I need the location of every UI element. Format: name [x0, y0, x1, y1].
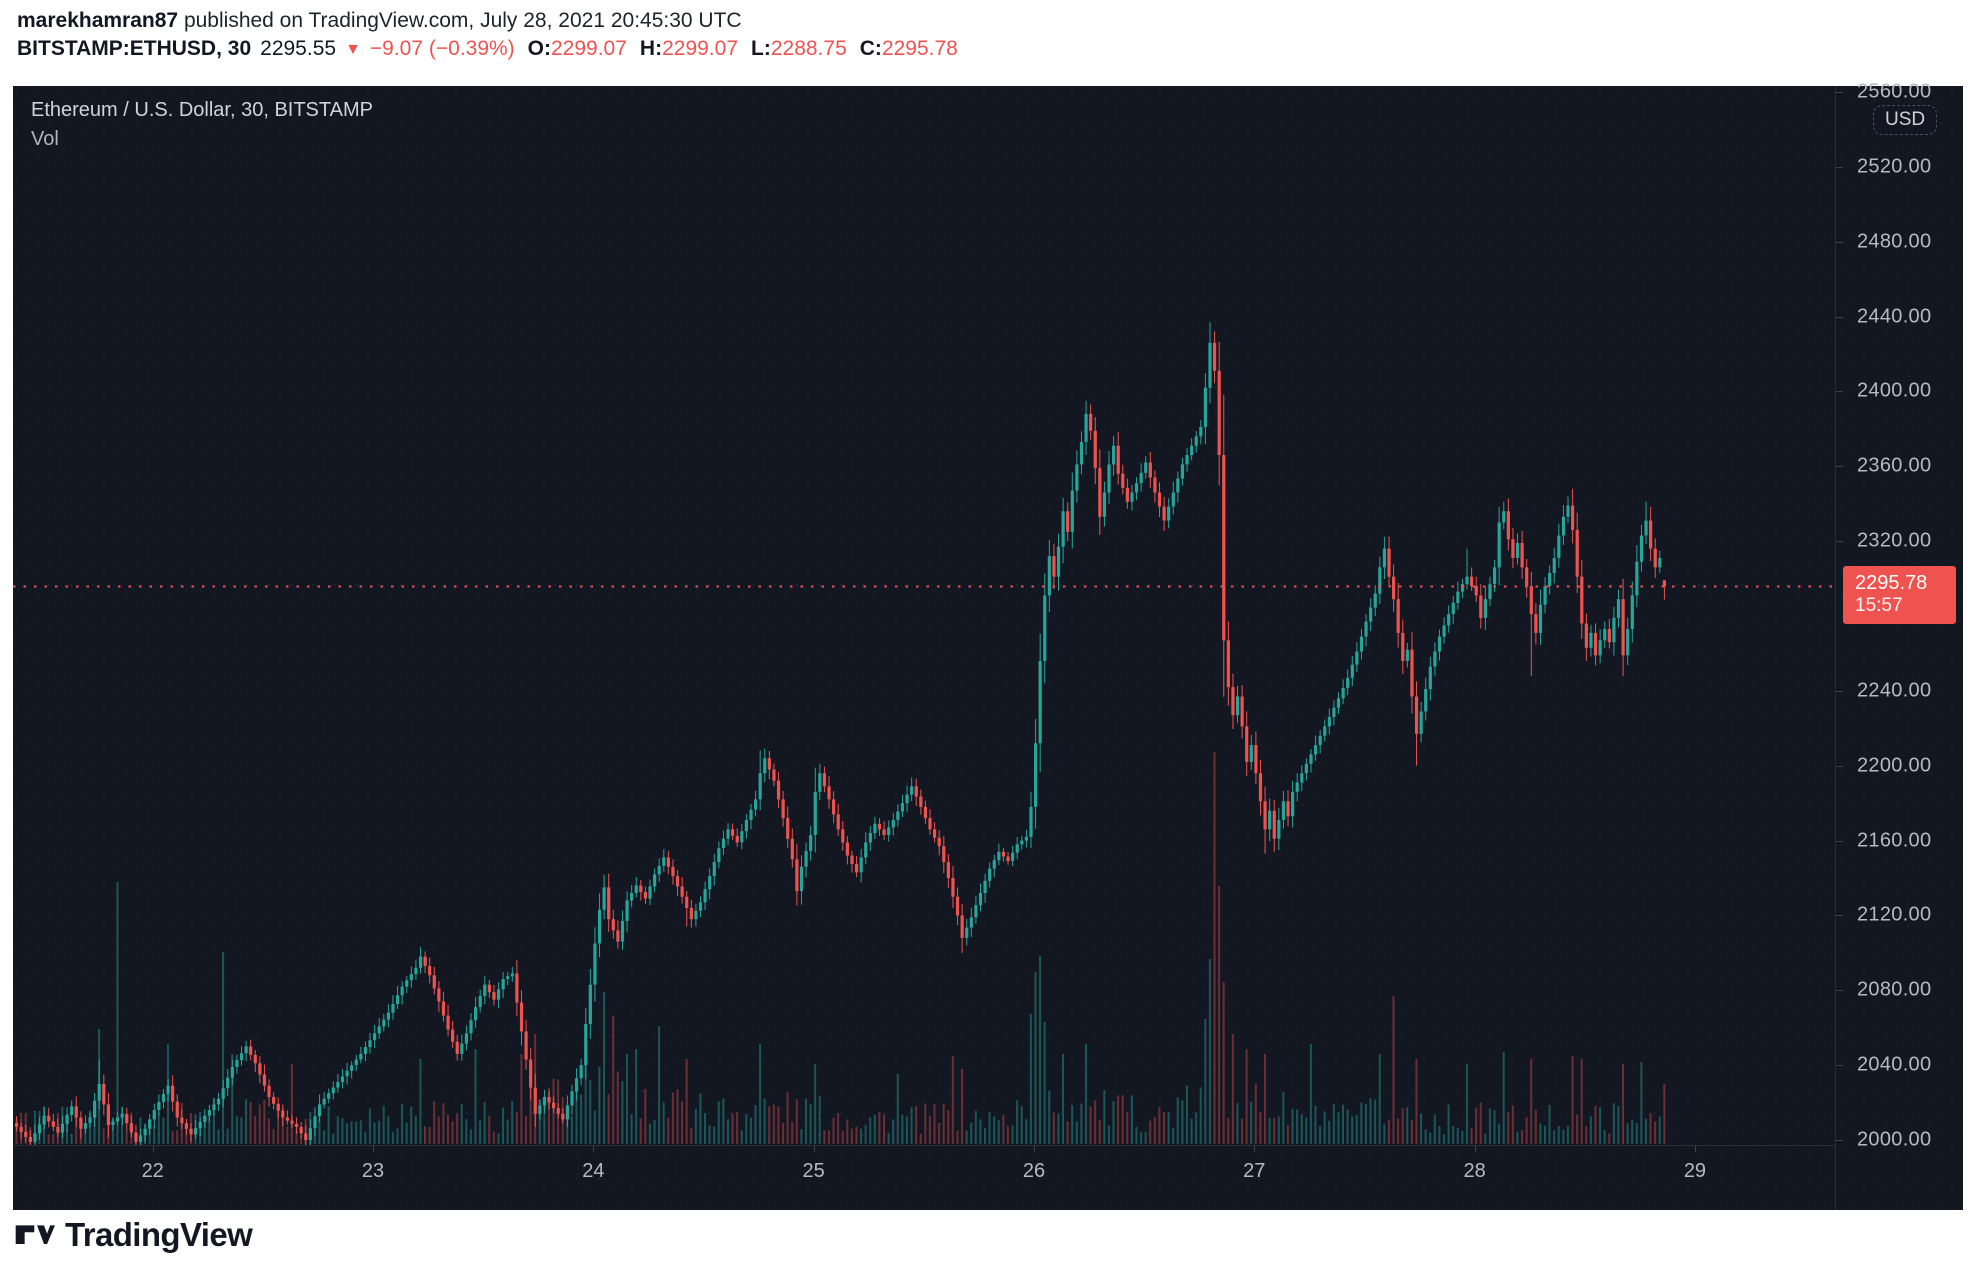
last-price-badge: 2295.78 15:57	[1843, 566, 1956, 625]
price-axis-label: 2320.00	[1857, 529, 1932, 552]
price-axis-label: 2400.00	[1857, 379, 1932, 402]
price-axis-tick	[1836, 391, 1843, 393]
price-plot[interactable]	[13, 86, 1835, 1145]
candlestick-canvas[interactable]	[13, 86, 1835, 1145]
price-axis-tick	[1836, 241, 1843, 243]
quote-line: BITSTAMP:ETHUSD, 30 2295.55 ▼ −9.07 (−0.…	[17, 35, 958, 63]
price-axis-tick	[1836, 915, 1843, 917]
price-change: −9.07 (−0.39%)	[369, 37, 515, 60]
time-axis-tick	[1474, 1146, 1476, 1152]
bar-countdown: 15:57	[1855, 595, 1903, 617]
byline: marekhamran87 published on TradingView.c…	[17, 7, 958, 34]
price-axis-label: 2520.00	[1857, 155, 1932, 178]
price-axis-tick	[1836, 92, 1843, 93]
ohlc-high: H:2299.07	[639, 37, 739, 60]
time-axis-tick	[1254, 1146, 1256, 1152]
price-axis-tick	[1836, 1140, 1843, 1141]
time-axis-label: 22	[141, 1160, 164, 1182]
price-axis-tick	[1836, 990, 1843, 992]
price-axis-separator	[1835, 86, 1836, 1210]
price-axis-label: 2160.00	[1857, 829, 1932, 852]
price-axis[interactable]: USD 2295.78 15:57 2560.00 2520.00 2480.00 2…	[1836, 81, 1963, 1210]
currency-toggle-button[interactable]: USD	[1873, 105, 1938, 135]
price-axis-label: 2040.00	[1857, 1053, 1932, 1076]
price-axis-label: 2200.00	[1857, 754, 1932, 777]
chart-area: Ethereum / U.S. Dollar, 30, BITSTAMP Vol…	[13, 81, 1963, 1210]
byline-text: published on TradingView.com, July 28, 2…	[178, 9, 742, 32]
price-axis-tick	[1836, 466, 1843, 468]
price-axis-tick	[1836, 166, 1843, 168]
time-axis-label: 26	[1022, 1160, 1046, 1182]
time-axis-label: 25	[802, 1160, 825, 1182]
last-price-value: 2295.78	[1855, 572, 1928, 595]
volume-indicator-label: Vol	[31, 128, 59, 150]
chart-legend: Ethereum / U.S. Dollar, 30, BITSTAMP Vol	[31, 97, 373, 152]
time-axis-label: 27	[1243, 1160, 1266, 1182]
time-axis[interactable]: 22 23 24 25 26 27 28 29	[13, 1146, 1835, 1210]
time-axis-tick	[152, 1146, 154, 1152]
publish-header: marekhamran87 published on TradingView.c…	[17, 7, 958, 63]
time-axis-tick	[373, 1146, 375, 1152]
price-axis-label: 2560.00	[1857, 80, 1932, 103]
ohlc-low: L:2288.75	[751, 37, 847, 60]
tradingview-footer[interactable]: TradingView	[15, 1216, 253, 1254]
time-axis-label: 28	[1463, 1160, 1486, 1182]
price-axis-tick	[1836, 1065, 1843, 1067]
time-axis-label: 24	[582, 1160, 605, 1182]
price-axis-label: 2240.00	[1857, 679, 1932, 702]
price-axis-label: 2000.00	[1857, 1128, 1932, 1151]
time-axis-label: 29	[1683, 1160, 1707, 1182]
time-axis-tick	[1033, 1146, 1035, 1152]
price-axis-tick	[1836, 690, 1843, 692]
time-axis-tick	[593, 1146, 595, 1152]
ohlc-open: O:2299.07	[527, 37, 627, 60]
time-axis-tick	[813, 1146, 815, 1152]
price-axis-tick	[1836, 765, 1843, 767]
last-price: 2295.55	[260, 37, 337, 60]
username: marekhamran87	[17, 9, 179, 32]
price-axis-tick	[1836, 316, 1843, 318]
symbol-label: BITSTAMP:ETHUSD, 30	[17, 37, 252, 60]
price-axis-label: 2480.00	[1857, 230, 1932, 253]
time-axis-tick	[1694, 1146, 1696, 1152]
price-axis-label: 2080.00	[1857, 978, 1932, 1001]
time-axis-separator	[13, 1145, 1835, 1146]
price-axis-tick	[1836, 541, 1843, 543]
price-axis-label: 2440.00	[1857, 305, 1932, 328]
price-axis-label: 2360.00	[1857, 454, 1932, 477]
time-axis-label: 23	[361, 1160, 385, 1182]
down-triangle-icon: ▼	[345, 41, 361, 58]
ohlc-close: C:2295.78	[859, 37, 958, 60]
tradingview-logo-icon	[15, 1225, 55, 1244]
chart-title: Ethereum / U.S. Dollar, 30, BITSTAMP	[31, 99, 373, 121]
price-axis-label: 2120.00	[1857, 903, 1932, 926]
tradingview-wordmark: TradingView	[65, 1216, 253, 1253]
price-axis-tick	[1836, 840, 1843, 842]
